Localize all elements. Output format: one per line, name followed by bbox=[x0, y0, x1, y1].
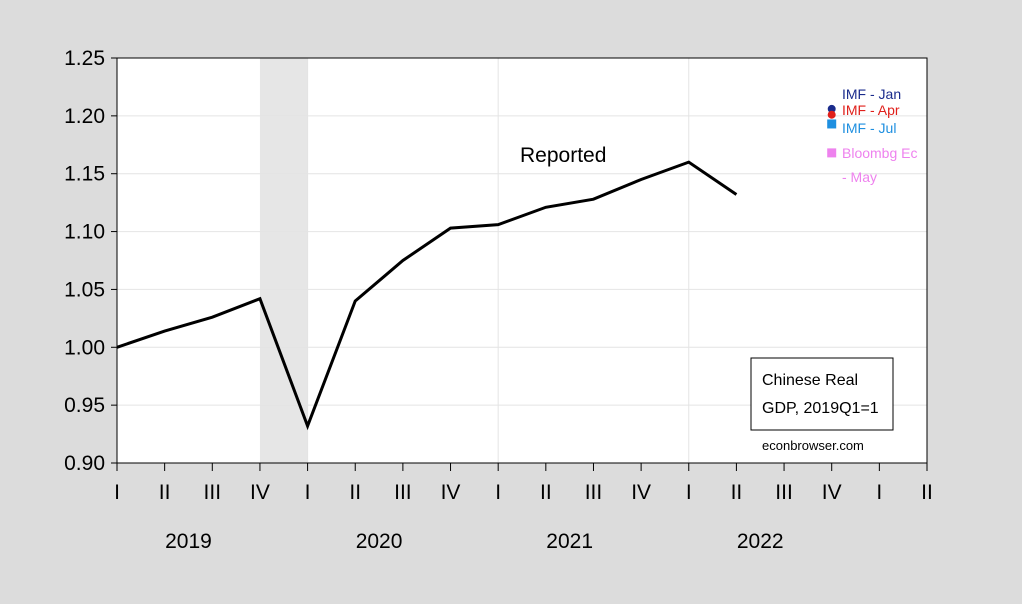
forecast-point-imf-jan bbox=[827, 104, 836, 113]
x-tick-label: I bbox=[495, 481, 501, 504]
note-box: Chinese Real GDP, 2019Q1=1 bbox=[750, 357, 894, 431]
x-tick-label: IV bbox=[250, 481, 270, 504]
x-tick-label: II bbox=[731, 481, 743, 504]
forecast-point-imf-apr bbox=[827, 110, 836, 119]
x-year-label: 2022 bbox=[737, 530, 784, 553]
note-line-2: GDP, 2019Q1=1 bbox=[762, 400, 879, 417]
x-tick-label: I bbox=[686, 481, 692, 504]
x-axis: I II III IV I II III IV I II III IV I II III IV I II bbox=[114, 463, 933, 504]
forecast-label: IMF - Jul bbox=[842, 120, 896, 136]
note-line-1: Chinese Real bbox=[762, 372, 858, 389]
forecast-points bbox=[827, 104, 837, 158]
forecast-point-imf-jul bbox=[827, 119, 837, 129]
series-line-reported bbox=[116, 160, 738, 431]
x-tick-label: I bbox=[305, 481, 311, 504]
reported-annotation: Reported bbox=[520, 144, 606, 167]
x-tick-label: II bbox=[349, 481, 361, 504]
x-tick-label: III bbox=[775, 481, 793, 504]
x-tick-label: III bbox=[204, 481, 222, 504]
x-tick-label: I bbox=[876, 481, 882, 504]
x-year-label: 2020 bbox=[356, 530, 403, 553]
plot-frame bbox=[116, 57, 928, 464]
x-tick-label: IV bbox=[822, 481, 842, 504]
x-tick-label: I bbox=[114, 481, 120, 504]
x-tick-label: IV bbox=[441, 481, 461, 504]
forecast-label: IMF - Apr bbox=[842, 102, 900, 118]
x-tick-label: IV bbox=[631, 481, 651, 504]
forecast-label: Bloombg Ec bbox=[842, 145, 917, 161]
credit-text: econbrowser.com bbox=[762, 438, 864, 453]
x-axis-years: 2019 2020 2021 2022 bbox=[165, 530, 783, 553]
x-tick-label: III bbox=[394, 481, 412, 504]
x-year-label: 2019 bbox=[165, 530, 212, 553]
y-tick-label: 1.05 bbox=[64, 278, 105, 301]
y-tick-label: 0.90 bbox=[64, 452, 105, 475]
y-tick-label: 1.25 bbox=[64, 47, 105, 70]
y-axis: 0.90 0.95 1.00 1.05 1.10 1.15 1.20 1.25 bbox=[64, 47, 117, 475]
x-tick-label: III bbox=[585, 481, 603, 504]
forecast-label: - May bbox=[842, 169, 877, 185]
x-tick-label: II bbox=[921, 481, 933, 504]
forecast-label: IMF - Jan bbox=[842, 86, 901, 102]
y-tick-label: 1.15 bbox=[64, 163, 105, 186]
series-layer bbox=[116, 160, 738, 431]
y-tick-label: 1.20 bbox=[64, 105, 105, 128]
x-year-label: 2021 bbox=[546, 530, 593, 553]
x-tick-label: II bbox=[540, 481, 552, 504]
y-tick-label: 1.10 bbox=[64, 221, 105, 244]
x-tick-label: II bbox=[159, 481, 171, 504]
y-tick-label: 0.95 bbox=[64, 394, 105, 417]
shaded-region bbox=[259, 58, 308, 463]
y-tick-label: 1.00 bbox=[64, 336, 105, 359]
forecast-point-bloombg-ec-may bbox=[827, 148, 837, 158]
note-box-frame bbox=[750, 357, 894, 431]
